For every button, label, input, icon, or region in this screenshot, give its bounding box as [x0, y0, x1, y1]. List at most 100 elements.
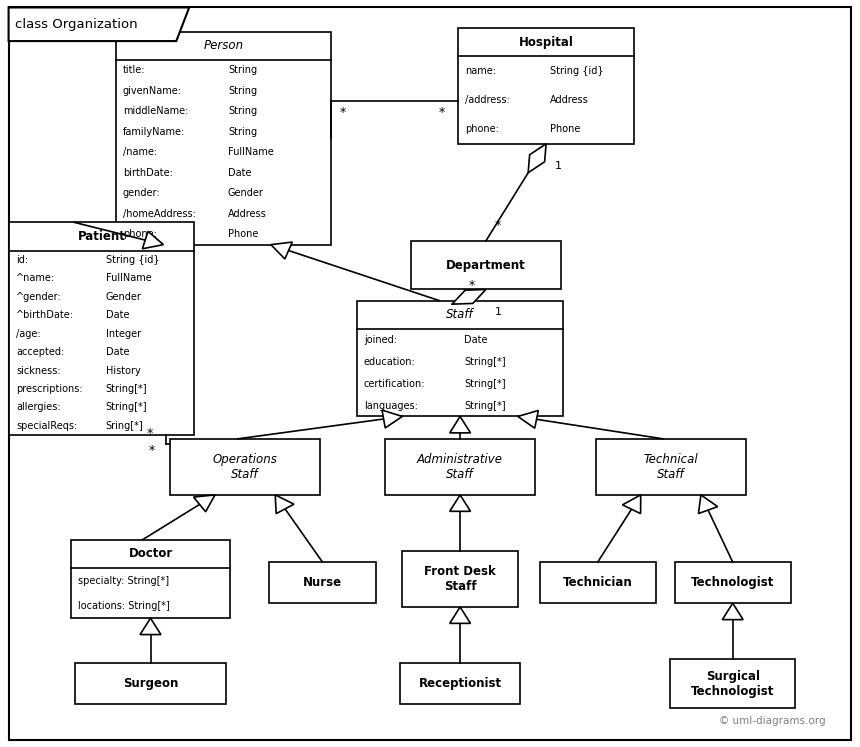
- Text: allergies:: allergies:: [15, 403, 60, 412]
- Text: Doctor: Doctor: [128, 548, 173, 560]
- Bar: [540, 562, 655, 604]
- Polygon shape: [623, 495, 641, 514]
- Text: /age:: /age:: [15, 329, 40, 338]
- Text: Date: Date: [106, 347, 129, 357]
- Text: sickness:: sickness:: [15, 365, 60, 376]
- Text: /name:: /name:: [123, 147, 157, 158]
- Text: id:: id:: [15, 255, 28, 265]
- Text: ^name:: ^name:: [15, 273, 55, 283]
- Text: Address: Address: [228, 209, 267, 219]
- Text: © uml-diagrams.org: © uml-diagrams.org: [719, 716, 826, 726]
- Text: *: *: [494, 220, 501, 232]
- Text: Gender: Gender: [106, 292, 142, 302]
- Text: Department: Department: [446, 258, 525, 272]
- Text: Date: Date: [106, 310, 129, 320]
- Text: education:: education:: [364, 357, 415, 367]
- Polygon shape: [450, 495, 470, 512]
- Text: gender:: gender:: [123, 188, 161, 199]
- Text: Phone: Phone: [228, 229, 258, 239]
- Text: String: String: [228, 127, 257, 137]
- Polygon shape: [382, 410, 402, 428]
- Bar: [357, 300, 563, 417]
- Text: Surgical
Technologist: Surgical Technologist: [691, 669, 774, 698]
- Text: *: *: [340, 105, 346, 119]
- Text: String {id}: String {id}: [106, 255, 159, 265]
- Text: Date: Date: [228, 168, 251, 178]
- Text: String[*]: String[*]: [106, 384, 147, 394]
- Text: ^birthDate:: ^birthDate:: [15, 310, 74, 320]
- Polygon shape: [698, 495, 718, 513]
- Bar: [410, 241, 561, 290]
- Bar: [385, 439, 535, 495]
- Bar: [671, 660, 796, 708]
- Text: locations: String[*]: locations: String[*]: [77, 601, 169, 610]
- Text: Person: Person: [204, 40, 243, 52]
- Bar: [595, 439, 746, 495]
- Text: prescriptions:: prescriptions:: [15, 384, 83, 394]
- Polygon shape: [452, 289, 486, 304]
- Text: Patient: Patient: [77, 230, 126, 243]
- Text: String: String: [228, 86, 257, 96]
- Text: specialty: String[*]: specialty: String[*]: [77, 576, 169, 586]
- Text: String: String: [228, 66, 257, 75]
- Bar: [9, 223, 194, 435]
- Text: Surgeon: Surgeon: [123, 677, 178, 690]
- Text: History: History: [106, 365, 140, 376]
- Polygon shape: [450, 417, 470, 433]
- Polygon shape: [528, 143, 546, 173]
- Text: String[*]: String[*]: [464, 379, 506, 388]
- Bar: [116, 32, 331, 245]
- Text: 1: 1: [494, 307, 501, 317]
- Text: *: *: [469, 279, 475, 292]
- Text: phone:: phone:: [123, 229, 157, 239]
- Text: phone:: phone:: [464, 124, 499, 134]
- Text: Phone: Phone: [550, 124, 580, 134]
- Polygon shape: [722, 604, 743, 619]
- Polygon shape: [450, 607, 470, 623]
- Text: Staff: Staff: [446, 309, 474, 321]
- Text: FullName: FullName: [106, 273, 151, 283]
- Bar: [400, 663, 520, 704]
- Text: String[*]: String[*]: [464, 400, 506, 411]
- Polygon shape: [275, 495, 294, 514]
- Polygon shape: [271, 242, 292, 259]
- Text: Technologist: Technologist: [691, 576, 774, 589]
- Polygon shape: [143, 232, 163, 249]
- Bar: [674, 562, 791, 604]
- Text: Administrative
Staff: Administrative Staff: [417, 453, 503, 481]
- Text: /homeAddress:: /homeAddress:: [123, 209, 196, 219]
- Polygon shape: [194, 495, 215, 512]
- Bar: [402, 551, 518, 607]
- Text: familyName:: familyName:: [123, 127, 185, 137]
- Text: Operations
Staff: Operations Staff: [212, 453, 278, 481]
- Polygon shape: [140, 619, 161, 635]
- Text: FullName: FullName: [228, 147, 273, 158]
- Text: 1: 1: [555, 161, 562, 171]
- Polygon shape: [9, 7, 189, 41]
- Text: String[*]: String[*]: [106, 403, 147, 412]
- Text: birthDate:: birthDate:: [123, 168, 173, 178]
- Text: Technician: Technician: [562, 576, 633, 589]
- Text: Address: Address: [550, 95, 589, 105]
- Text: *: *: [146, 427, 153, 440]
- Polygon shape: [518, 410, 538, 428]
- Text: Technical
Staff: Technical Staff: [643, 453, 698, 481]
- Text: *: *: [149, 444, 156, 456]
- Text: Nurse: Nurse: [303, 576, 342, 589]
- Text: Receptionist: Receptionist: [419, 677, 501, 690]
- Text: middleName:: middleName:: [123, 106, 188, 117]
- Text: joined:: joined:: [364, 335, 396, 345]
- Text: givenName:: givenName:: [123, 86, 182, 96]
- Text: accepted:: accepted:: [15, 347, 64, 357]
- Text: languages:: languages:: [364, 400, 418, 411]
- Text: ^gender:: ^gender:: [15, 292, 62, 302]
- Text: Date: Date: [464, 335, 488, 345]
- Text: Gender: Gender: [228, 188, 264, 199]
- Text: String: String: [228, 106, 257, 117]
- Text: certification:: certification:: [364, 379, 426, 388]
- Text: /address:: /address:: [464, 95, 510, 105]
- Text: *: *: [439, 105, 445, 119]
- Text: String[*]: String[*]: [464, 357, 506, 367]
- Text: class Organization: class Organization: [15, 18, 138, 31]
- Text: specialReqs:: specialReqs:: [15, 421, 77, 431]
